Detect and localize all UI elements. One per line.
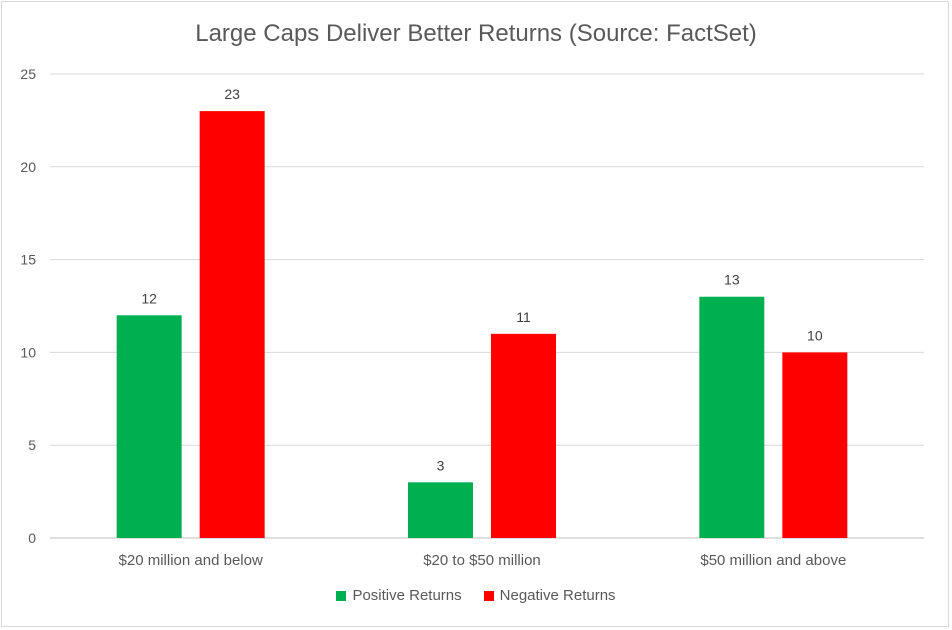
x-category-label: $50 million and above <box>700 552 846 569</box>
y-tick-label: 10 <box>20 344 36 360</box>
data-label: 12 <box>141 290 157 306</box>
bar-negative <box>782 352 848 538</box>
bar-positive <box>699 296 765 538</box>
y-tick-label: 0 <box>28 530 36 546</box>
data-label: 23 <box>224 86 240 102</box>
y-tick-label: 5 <box>28 437 36 453</box>
legend-item-negative: Negative Returns <box>483 587 616 604</box>
bar-negative <box>199 111 265 539</box>
legend-label-positive: Positive Returns <box>352 587 462 604</box>
chart-title: Large Caps Deliver Better Returns (Sourc… <box>195 20 757 47</box>
bar-positive <box>116 315 182 538</box>
legend-label-negative: Negative Returns <box>499 587 616 604</box>
bar-positive <box>408 482 473 538</box>
x-category-label: $20 million and below <box>119 552 263 569</box>
chart-legend: Positive Returns Negative Returns <box>0 587 952 604</box>
legend-swatch-negative <box>483 590 494 601</box>
x-category-label: $20 to $50 million <box>423 552 541 569</box>
data-label: 3 <box>437 457 445 473</box>
data-label: 11 <box>516 309 531 325</box>
data-label: 13 <box>724 272 740 288</box>
legend-swatch-positive <box>336 590 347 601</box>
y-tick-label: 25 <box>20 66 36 82</box>
bar-negative <box>491 333 556 538</box>
legend-item-positive: Positive Returns <box>336 587 462 604</box>
y-tick-label: 20 <box>20 159 36 175</box>
data-label: 10 <box>807 327 823 343</box>
y-tick-label: 15 <box>20 252 36 268</box>
